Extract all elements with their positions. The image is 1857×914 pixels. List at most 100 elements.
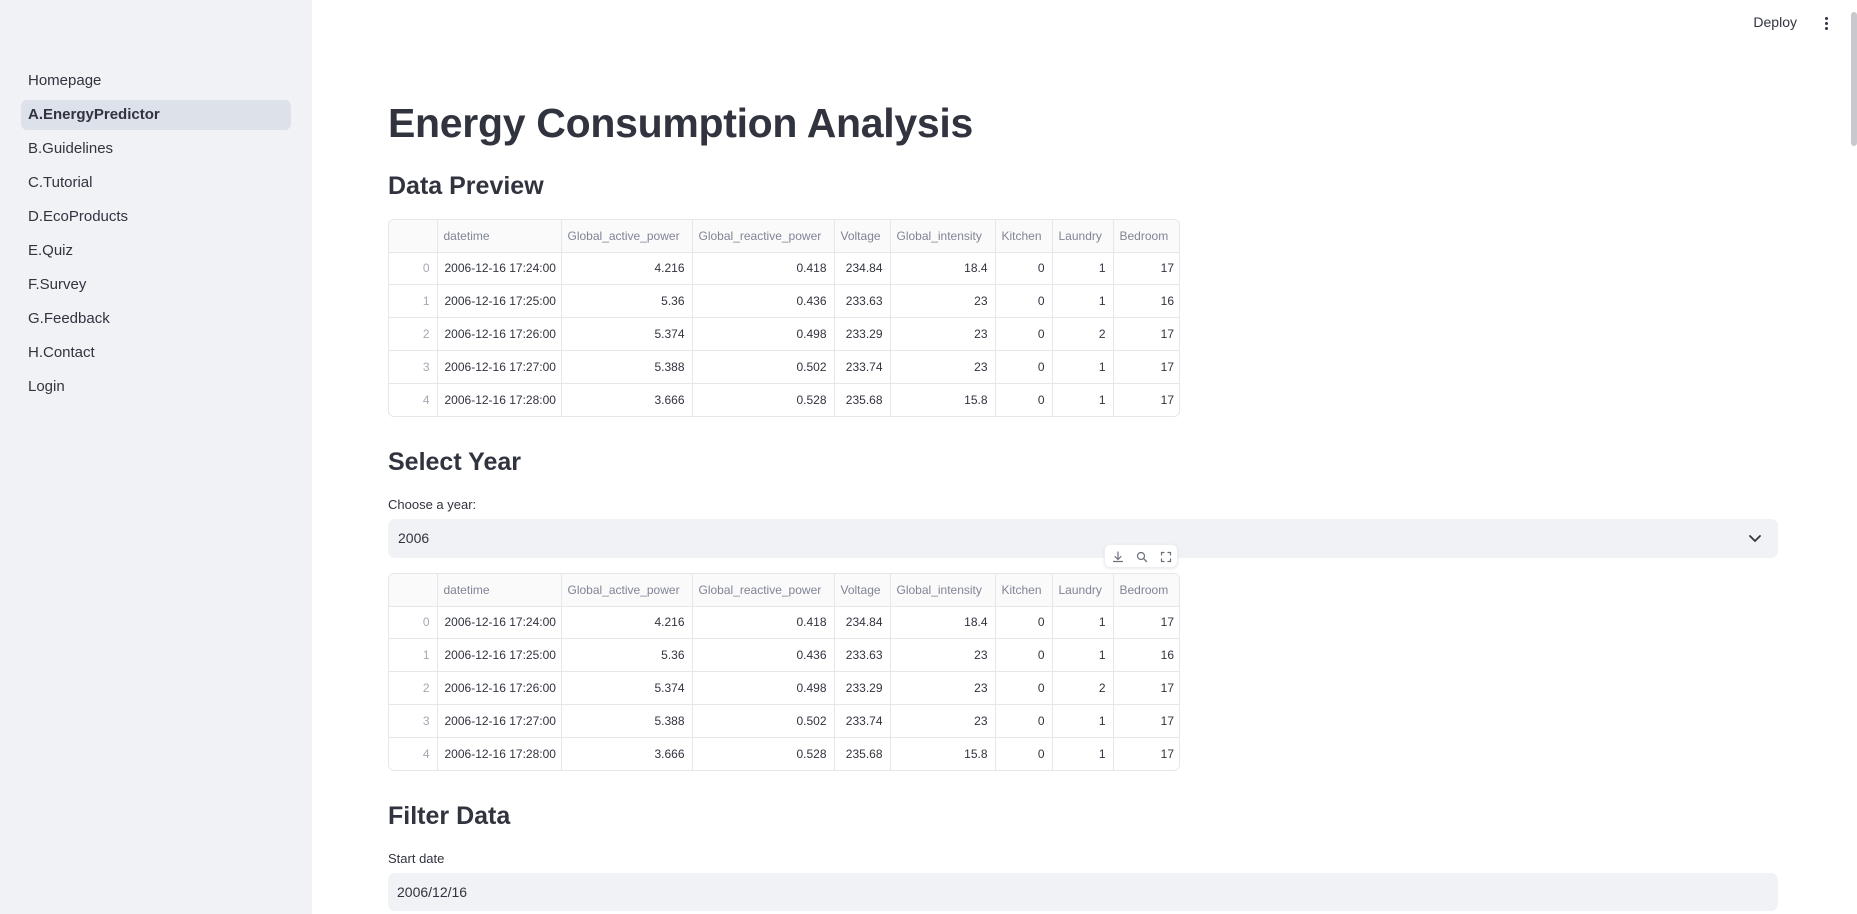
sidebar-item-homepage[interactable]: Homepage: [28, 72, 102, 89]
row-index: 0: [389, 252, 438, 286]
cell-datetime: 2006-12-16 17:25:00: [437, 284, 562, 319]
year-select-value: 2006: [398, 530, 430, 546]
cell-global-reactive-power: 0.498: [692, 671, 835, 705]
table-row[interactable]: 0 2006-12-16 17:24:00 4.216 0.418 234.84…: [389, 252, 1179, 286]
cell-global-reactive-power: 0.528: [692, 383, 835, 416]
cell-laundry: 2: [1052, 317, 1114, 351]
fullscreen-icon[interactable]: [1158, 549, 1174, 565]
row-index: 2: [389, 317, 438, 351]
cell-voltage: 233.74: [834, 350, 891, 384]
top-bar: Deploy: [1557, 0, 1857, 48]
cell-global-intensity: 18.4: [890, 606, 996, 640]
choose-year-label: Choose a year:: [388, 497, 477, 512]
column-header-global-reactive-power[interactable]: Global_reactive_power: [692, 220, 835, 253]
cell-kitchen: 0: [995, 638, 1053, 673]
column-header-global-reactive-power[interactable]: Global_reactive_power: [692, 574, 835, 607]
cell-bedroom: 17: [1113, 671, 1179, 705]
cell-laundry: 1: [1052, 638, 1114, 673]
scrollbar-thumb[interactable]: [1851, 12, 1857, 146]
year-select[interactable]: 2006: [388, 519, 1778, 558]
column-header-global-intensity[interactable]: Global_intensity: [890, 220, 996, 253]
cell-global-active-power: 4.216: [561, 606, 693, 640]
table-row[interactable]: 0 2006-12-16 17:24:00 4.216 0.418 234.84…: [389, 606, 1179, 640]
sidebar-item-tutorial[interactable]: C.Tutorial: [28, 174, 93, 191]
sidebar-item-feedback[interactable]: G.Feedback: [28, 310, 110, 327]
cell-laundry: 1: [1052, 606, 1114, 640]
column-header-global-active-power[interactable]: Global_active_power: [561, 574, 693, 607]
deploy-button[interactable]: Deploy: [1753, 14, 1797, 30]
column-header-index[interactable]: [389, 220, 438, 253]
column-header-voltage[interactable]: Voltage: [834, 220, 891, 253]
sidebar-item-contact[interactable]: H.Contact: [28, 344, 95, 361]
table-row[interactable]: 1 2006-12-16 17:25:00 5.36 0.436 233.63 …: [389, 284, 1179, 319]
cell-datetime: 2006-12-16 17:28:00: [437, 383, 562, 416]
cell-datetime: 2006-12-16 17:26:00: [437, 671, 562, 705]
cell-datetime: 2006-12-16 17:26:00: [437, 317, 562, 351]
cell-laundry: 1: [1052, 737, 1114, 770]
start-date-label: Start date: [388, 851, 445, 866]
column-header-index[interactable]: [389, 574, 438, 607]
cell-voltage: 234.84: [834, 252, 891, 286]
table-row[interactable]: 4 2006-12-16 17:28:00 3.666 0.528 235.68…: [389, 383, 1179, 416]
sidebar-item-survey[interactable]: F.Survey: [28, 276, 87, 293]
column-header-kitchen[interactable]: Kitchen: [995, 220, 1053, 253]
data-preview-table[interactable]: datetime Global_active_power Global_reac…: [388, 219, 1180, 417]
select-year-heading: Select Year: [388, 448, 521, 476]
row-index: 0: [389, 606, 438, 640]
column-header-bedroom[interactable]: Bedroom: [1113, 574, 1179, 607]
column-header-datetime[interactable]: datetime: [437, 574, 562, 607]
download-icon[interactable]: [1110, 549, 1126, 565]
cell-global-reactive-power: 0.528: [692, 737, 835, 770]
cell-global-intensity: 15.8: [890, 737, 996, 770]
filter-data-heading: Filter Data: [388, 802, 511, 830]
table-row[interactable]: 1 2006-12-16 17:25:00 5.36 0.436 233.63 …: [389, 638, 1179, 673]
start-date-value: 2006/12/16: [397, 884, 468, 900]
cell-global-reactive-power: 0.436: [692, 638, 835, 673]
table-row[interactable]: 2 2006-12-16 17:26:00 5.374 0.498 233.29…: [389, 671, 1179, 705]
cell-laundry: 1: [1052, 350, 1114, 384]
sidebar-item-quiz[interactable]: E.Quiz: [28, 242, 74, 259]
column-header-laundry[interactable]: Laundry: [1052, 574, 1114, 607]
sidebar-item-energy-predictor[interactable]: A.EnergyPredictor: [21, 100, 291, 130]
cell-voltage: 233.63: [834, 638, 891, 673]
search-icon[interactable]: [1134, 549, 1150, 565]
table-row[interactable]: 4 2006-12-16 17:28:00 3.666 0.528 235.68…: [389, 737, 1179, 770]
start-date-input[interactable]: 2006/12/16: [388, 873, 1778, 911]
column-header-voltage[interactable]: Voltage: [834, 574, 891, 607]
cell-global-reactive-power: 0.502: [692, 704, 835, 738]
cell-global-reactive-power: 0.502: [692, 350, 835, 384]
sidebar-item-eco-products[interactable]: D.EcoProducts: [28, 208, 129, 225]
cell-voltage: 235.68: [834, 737, 891, 770]
cell-voltage: 233.29: [834, 671, 891, 705]
cell-global-active-power: 5.388: [561, 704, 693, 738]
column-header-global-intensity[interactable]: Global_intensity: [890, 574, 996, 607]
cell-voltage: 233.29: [834, 317, 891, 351]
cell-bedroom: 17: [1160, 392, 1174, 407]
table-row[interactable]: 3 2006-12-16 17:27:00 5.388 0.502 233.74…: [389, 704, 1179, 738]
filtered-year-table[interactable]: datetime Global_active_power Global_reac…: [388, 573, 1180, 771]
sidebar-item-login[interactable]: Login: [28, 378, 65, 395]
column-header-bedroom[interactable]: Bedroom: [1113, 220, 1179, 253]
cell-global-reactive-power: 0.418: [692, 252, 835, 286]
cell-global-reactive-power: 0.436: [692, 284, 835, 319]
cell-kitchen: 0: [995, 317, 1053, 351]
row-index: 4: [389, 737, 438, 770]
cell-voltage: 235.68: [834, 383, 891, 416]
sidebar-item-guidelines[interactable]: B.Guidelines: [28, 140, 114, 157]
cell-global-intensity: 18.4: [890, 252, 996, 286]
cell-bedroom: 16: [1113, 638, 1179, 673]
column-header-global-active-power[interactable]: Global_active_power: [561, 220, 693, 253]
cell-global-active-power: 3.666: [561, 737, 693, 770]
table-row[interactable]: 3 2006-12-16 17:27:00 5.388 0.502 233.74…: [389, 350, 1179, 384]
cell-global-active-power: 3.666: [561, 383, 693, 416]
column-header-datetime[interactable]: datetime: [437, 220, 562, 253]
column-header-laundry[interactable]: Laundry: [1052, 220, 1114, 253]
kebab-menu-icon[interactable]: [1825, 17, 1829, 31]
cell-global-active-power: 5.388: [561, 350, 693, 384]
cell-kitchen: 0: [995, 252, 1053, 286]
column-header-kitchen[interactable]: Kitchen: [995, 574, 1053, 607]
table-body: 0 2006-12-16 17:24:00 4.216 0.418 234.84…: [389, 252, 1179, 416]
table-header: datetime Global_active_power Global_reac…: [389, 220, 1179, 253]
table-row[interactable]: 2 2006-12-16 17:26:00 5.374 0.498 233.29…: [389, 317, 1179, 351]
cell-datetime: 2006-12-16 17:24:00: [437, 606, 562, 640]
